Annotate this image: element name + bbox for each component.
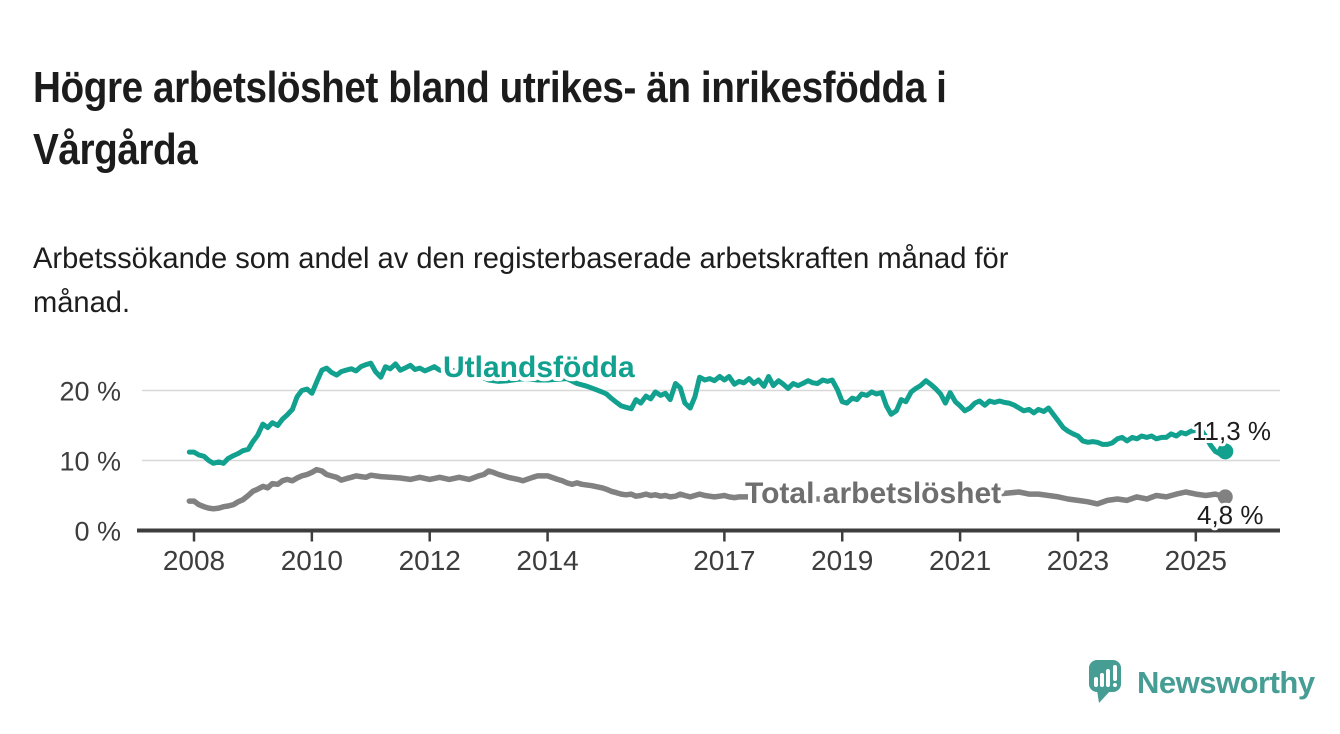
end-value-label-utlandsfodda: 11,3 %: [1192, 416, 1271, 446]
x-axis-tick-label: 2010: [281, 545, 343, 576]
x-axis-tick-label: 2008: [163, 545, 225, 576]
newsworthy-logo: Newsworthy: [1089, 660, 1315, 720]
x-axis-tick-label: 2012: [399, 545, 461, 576]
title-line-2: Vårgårda: [33, 125, 198, 175]
chart-subtitle: Arbetssökande som andel av den registerb…: [33, 237, 1294, 325]
y-axis-tick-label: 20 %: [59, 377, 121, 407]
end-value-label-total: 4,8 %: [1197, 500, 1264, 530]
series-line-utlandsfodda: [186, 360, 1228, 466]
x-axis-tick-label: 2025: [1165, 545, 1227, 576]
line-chart: 0 % 10 % 20 % 2008 2010 2012 2014 2017 2019 2021 2…: [59, 347, 1280, 576]
series-end-dot-utlandsfodda: [1217, 443, 1234, 460]
series-line-total: [186, 466, 1229, 512]
x-axis-tick-label: 2021: [929, 545, 991, 576]
subtitle-line-1: Arbetssökande som andel av den registerb…: [33, 242, 1009, 275]
bar-chart-glyph: [1094, 669, 1110, 687]
x-axis-tick-label: 2017: [693, 545, 755, 576]
chart-plot-area: 0 % 10 % 20 % 2008 2010 2012 2014 2017 2019 2021 2…: [59, 360, 1280, 576]
series-end-dot-total: [1217, 489, 1233, 505]
x-axis-tick-label: 2014: [516, 545, 578, 576]
x-axis-tick-label: 2023: [1047, 545, 1109, 576]
newsworthy-bubble-chart-icon: [1089, 660, 1121, 703]
series-label-total-arbetsloshet: Total arbetslöshet: [745, 477, 1001, 510]
page-title: Högre arbetslöshet bland utrikes- än inr…: [33, 57, 1177, 181]
exclamation-glyph: [1113, 665, 1117, 687]
newsworthy-wordmark: Newsworthy: [1137, 665, 1315, 700]
series-label-utlandsfodda: Utlandsfödda: [443, 351, 635, 384]
subtitle-line-2: månad.: [33, 286, 131, 319]
title-line-1: Högre arbetslöshet bland utrikes- än inr…: [33, 63, 947, 113]
y-axis-tick-label: 0 %: [74, 517, 121, 547]
y-axis-tick-label: 10 %: [59, 447, 121, 477]
x-axis-tick-label: 2019: [811, 545, 873, 576]
